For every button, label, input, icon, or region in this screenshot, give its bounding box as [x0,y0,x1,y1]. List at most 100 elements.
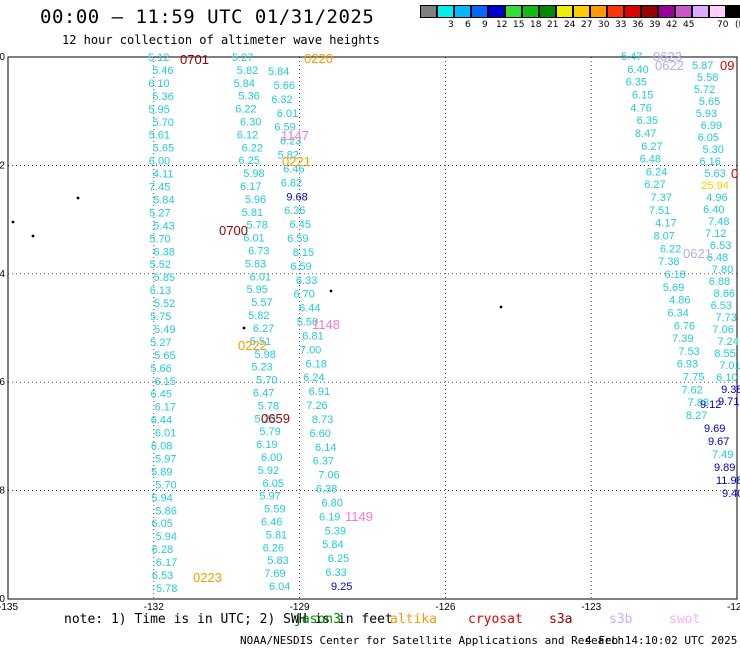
page-title: 00:00 – 11:59 UTC 01/31/2025 [40,6,375,28]
wave-height-value: 6.35 [626,77,647,89]
wave-height-value: 6.48 [640,154,661,166]
wave-height-value: 5.95 [246,284,267,296]
wave-height-value: 6.22 [242,142,263,154]
lat-tick-label: 30 [0,594,5,605]
wave-height-value: 7.73 [716,312,737,324]
wave-height-value: 6.36 [284,205,305,217]
wave-height-value: 5.84 [322,539,343,551]
wave-height-value: 9.25 [331,581,352,593]
pass-time-label: 0623 [653,49,682,64]
wave-height-value: 5.97 [259,491,280,503]
wave-height-value: 7.12 [705,228,726,240]
wave-height-value: 5.98 [243,168,264,180]
colorbar-swatch [420,5,437,18]
wave-height-value: 6.93 [677,359,698,371]
wave-height-value: 6.60 [309,428,330,440]
wave-height-value: 6.44 [299,303,320,315]
wave-height-value: 5.66 [150,363,171,375]
wave-height-value: 5.83 [267,555,288,567]
wave-height-value: 6.38 [316,484,337,496]
wave-height-value: 6.46 [261,516,282,528]
colorbar-swatch [726,5,740,18]
wave-height-value: 9.67 [708,436,729,448]
wave-height-value: 5.89 [151,466,172,478]
wave-height-value: 5.43 [153,220,174,232]
pass-time-label: 1148 [312,317,340,332]
wave-height-value: 5.50 [297,317,318,329]
wave-height-value: 6.19 [256,439,277,451]
wave-height-value: 7.45 [149,182,170,194]
footnote: note: 1) Time is in UTC; 2) SWH is in fe… [64,612,700,627]
wave-height-value: 5.52 [150,259,171,271]
wave-height-value: 5.65 [153,143,174,155]
wave-height-value: 5.27 [232,52,253,64]
wave-height-value: 6.48 [707,252,728,264]
wave-height-value: 6.05 [263,478,284,490]
wave-height-value: 6.81 [302,330,323,342]
wave-height-value: 5.57 [251,297,272,309]
wave-height-value: 5.36 [238,91,259,103]
wave-height-value: 6.18 [664,269,685,281]
wave-height-value: 6.13 [150,285,171,297]
wave-height-value: 5.63 [704,168,725,180]
wave-height-value: 5.83 [245,258,266,270]
wave-height-value: 7.49 [712,449,733,461]
wave-height-value: 5.95 [148,104,169,116]
wave-height-value: 6.01 [250,271,271,283]
island-mark [329,289,333,293]
wave-height-value: 5.78 [156,583,177,595]
wave-height-value: 6.30 [240,117,261,129]
island-mark [11,220,15,224]
wave-height-value: 7.51 [649,205,670,217]
pass-time-label: 1147 [281,128,309,143]
wave-height-value: 6.44 [151,415,172,427]
pass-time-label: 0220 [304,51,333,66]
pass-time-label: 1149 [345,509,373,524]
colorbar-swatch [454,5,471,18]
wave-height-value: 6.73 [248,246,269,258]
wave-height-value: 6.15 [154,376,175,388]
wave-height-value: 5.82 [278,150,299,162]
wave-height-value: 6.70 [294,289,315,301]
wave-height-value: 7.69 [264,568,285,580]
wave-height-value: 7.24 [717,336,738,348]
wave-height-value: 5.81 [242,207,263,219]
island-mark [76,196,80,200]
wave-height-value: 9.68 [286,191,307,203]
pass-time-label: 0701 [180,52,209,67]
colorbar-swatch [471,5,488,18]
wave-height-value: 6.33 [296,275,317,287]
wave-height-value: 6.18 [305,358,326,370]
colorbar-tick-label: 12 [496,20,508,30]
colorbar-tick-label: 36 [632,20,644,30]
wave-height-value: 9.38 [721,384,740,396]
wave-height-value: 5.94 [151,492,172,504]
colorbar-swatch [590,5,607,18]
page-subtitle: 12 hour collection of altimeter wave hei… [62,33,380,47]
lon-tick-label: -123 [581,602,601,613]
wave-height-value: 5.79 [259,426,280,438]
wave-height-value: 8.07 [654,231,675,243]
wave-height-value: 6.10 [148,78,169,90]
satellite-legend-s3b: s3b [609,612,633,627]
lon-tick-label: -135 [0,602,18,613]
wave-height-value: 9.69 [704,423,725,435]
satellite-legend-s3a: s3a [549,612,573,627]
wave-height-value: 5.84 [153,194,174,206]
wave-height-value: 6.00 [149,156,170,168]
wave-height-value: 6.25 [238,155,259,167]
wave-height-value: 5.61 [149,130,170,142]
wave-height-value: 6.91 [309,386,330,398]
wave-height-value: 5.85 [154,272,175,284]
wave-height-value: 6.45 [290,219,311,231]
note-text: note: 1) Time is in UTC; 2) SWH is in fe… [64,612,393,627]
pass-time-label: 0622 [655,58,684,73]
wave-height-value: 6.00 [261,452,282,464]
wave-height-value: 5.65 [154,350,175,362]
wave-height-value: 5.52 [154,298,175,310]
wave-height-value: 6.05 [698,132,719,144]
wave-height-value: 6.38 [153,246,174,258]
wave-height-value: 6.99 [701,120,722,132]
wave-height-value: 7.39 [672,333,693,345]
satellite-legend-cryosat: cryosat [468,612,523,627]
